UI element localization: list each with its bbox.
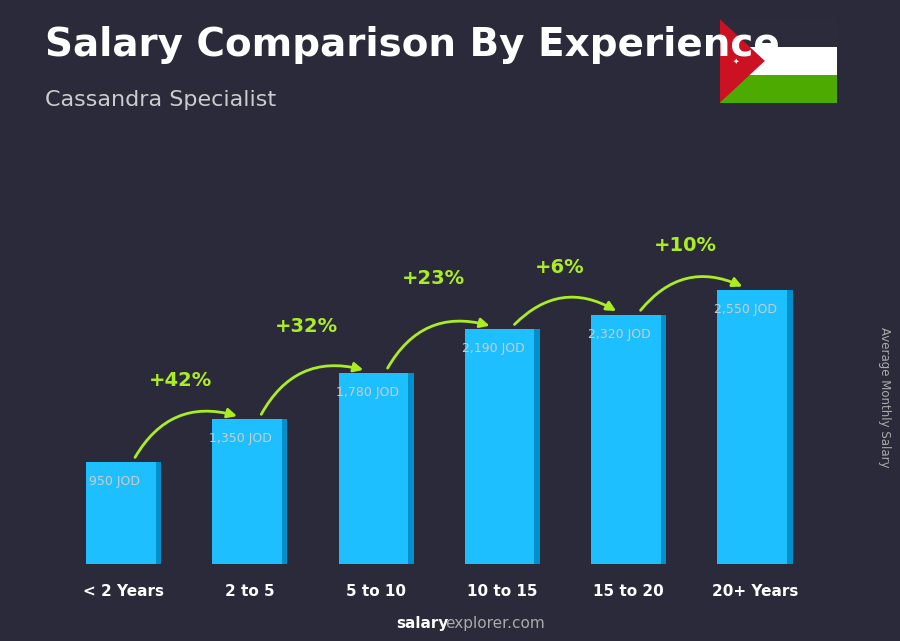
Polygon shape [720,19,765,103]
Bar [661,315,666,564]
Bar [591,315,661,564]
Text: < 2 Years: < 2 Years [83,584,164,599]
Bar [787,290,793,564]
Text: +32%: +32% [275,317,338,336]
Text: 1,780 JOD: 1,780 JOD [336,386,399,399]
Text: 10 to 15: 10 to 15 [467,584,537,599]
Bar [86,462,156,564]
Text: +10%: +10% [654,237,717,256]
Bar [535,329,540,564]
Bar [717,290,787,564]
Bar [720,75,837,103]
Text: Salary Comparison By Experience: Salary Comparison By Experience [45,26,779,63]
Text: Cassandra Specialist: Cassandra Specialist [45,90,276,110]
Text: salary: salary [396,617,448,631]
Bar [720,19,837,47]
Bar [282,419,287,564]
Text: 5 to 10: 5 to 10 [346,584,406,599]
Bar [408,372,414,564]
Text: 15 to 20: 15 to 20 [593,584,664,599]
Bar [465,329,535,564]
Bar [338,372,408,564]
Text: 1,350 JOD: 1,350 JOD [210,432,272,445]
Text: 950 JOD: 950 JOD [89,475,140,488]
Text: +42%: +42% [148,371,212,390]
Text: 2 to 5: 2 to 5 [225,584,274,599]
Text: ✦: ✦ [734,56,740,65]
Bar [720,47,837,75]
Text: Average Monthly Salary: Average Monthly Salary [878,327,890,468]
Text: +6%: +6% [535,258,584,277]
Text: explorer.com: explorer.com [446,617,545,631]
Bar [156,462,161,564]
Text: 20+ Years: 20+ Years [712,584,798,599]
Text: 2,320 JOD: 2,320 JOD [589,328,651,341]
Text: 2,190 JOD: 2,190 JOD [462,342,525,355]
Bar [212,419,282,564]
Text: 2,550 JOD: 2,550 JOD [715,303,778,316]
Text: +23%: +23% [401,269,464,288]
